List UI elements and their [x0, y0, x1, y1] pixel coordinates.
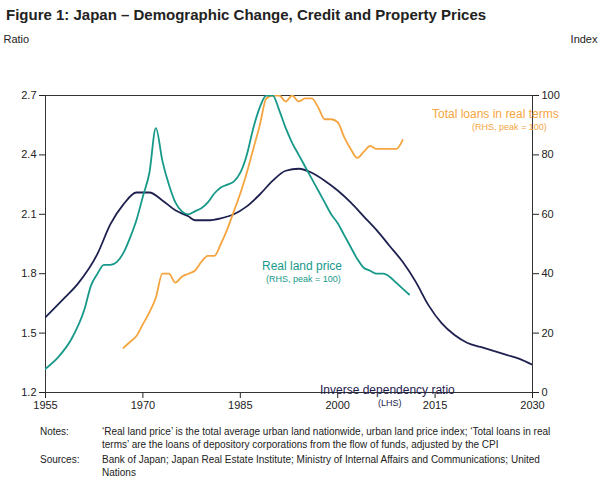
svg-text:1955: 1955 [33, 399, 57, 411]
html-text:Notes:: Notes: [40, 426, 69, 437]
svg-text:2030: 2030 [520, 399, 544, 411]
html-text:(RHS, peak = 100): (RHS, peak = 100) [266, 273, 341, 284]
svg-text:20: 20 [542, 327, 554, 339]
svg-text:100: 100 [542, 89, 560, 101]
html-text:Total loans in real terms: Total loans in real terms [432, 107, 559, 121]
svg-text:Ratio: Ratio [4, 33, 30, 45]
html-text:Sources:: Sources: [40, 454, 80, 465]
svg-text:1985: 1985 [228, 399, 252, 411]
svg-text:1.5: 1.5 [21, 327, 36, 339]
html-text:(RHS, peak = 100): (RHS, peak = 100) [472, 121, 547, 132]
svg-text:60: 60 [542, 208, 554, 220]
svg-text:0: 0 [542, 386, 548, 398]
svg-text:2.1: 2.1 [21, 208, 36, 220]
html-text:Figure 1: Japan – Demographic: Figure 1: Japan – Demographic Change, Cr… [6, 6, 487, 23]
svg-text:80: 80 [542, 148, 554, 160]
svg-text:1.2: 1.2 [21, 386, 36, 398]
svg-text:2.7: 2.7 [21, 89, 36, 101]
html-text:‘Real land price’ is the total: ‘Real land price’ is the total average u… [102, 426, 551, 450]
svg-text:2015: 2015 [423, 399, 447, 411]
html-text:Real land price: Real land price [262, 259, 342, 273]
svg-text:Index: Index [571, 33, 598, 45]
html-text:Bank of Japan; Japan Real Esta: Bank of Japan; Japan Real Estate Institu… [102, 454, 540, 478]
svg-text:2000: 2000 [325, 399, 349, 411]
html-text:(LHS): (LHS) [378, 397, 402, 408]
svg-text:40: 40 [542, 267, 554, 279]
svg-text:1970: 1970 [131, 399, 155, 411]
svg-text:1.8: 1.8 [21, 267, 36, 279]
svg-text:2.4: 2.4 [21, 148, 36, 160]
html-text:Inverse dependency ratio: Inverse dependency ratio [320, 383, 455, 397]
